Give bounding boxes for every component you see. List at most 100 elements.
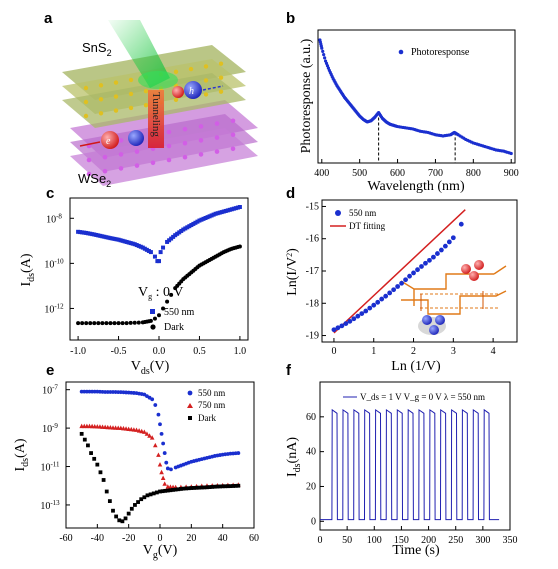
chart-e-point-2	[126, 511, 131, 516]
chart-c-point-1	[165, 299, 170, 304]
chart-d-point	[427, 257, 432, 263]
chart-c-point-0	[138, 244, 143, 249]
chart-e-point-0	[153, 403, 158, 407]
chart-c-point-0	[152, 254, 157, 259]
chart-c-point-0	[142, 246, 147, 251]
light-beam	[108, 20, 170, 88]
chart-c-point-1	[136, 320, 141, 325]
chart-e-xlabel: Vg(V)	[143, 543, 178, 561]
chart-e-xtick-label: -20	[122, 533, 135, 544]
chart-d: 0 1 2 3 4 -19 -18 -17 -16 -15 550 nm DT fitting L…	[285, 199, 518, 374]
chart-e-point-0	[165, 466, 170, 471]
chart-d-point	[419, 264, 424, 269]
chart-c-point-1	[124, 321, 129, 326]
chart-d-ytick-label: -17	[306, 266, 319, 277]
chart-e-point-2	[123, 516, 128, 521]
chart-e-legend-750: 750 nm	[198, 400, 225, 410]
sns2-atom	[203, 64, 209, 69]
chart-e-point-1	[134, 427, 139, 432]
chart-c-point-1	[157, 313, 161, 318]
chart-e-point-2	[220, 484, 225, 489]
schematic-heterostructure: Tunneling h e SnS2 WSe2	[62, 20, 258, 189]
wse2-atom	[182, 126, 188, 132]
chart-e-point-0	[159, 431, 164, 436]
chart-e-point-2	[104, 489, 109, 494]
chart-d-point	[438, 247, 444, 253]
chart-c-point-1	[116, 321, 121, 326]
chart-e-point-2	[101, 478, 106, 482]
chart-e-point-2	[173, 487, 178, 492]
wse2-atom	[166, 143, 172, 149]
chart-c-point-0	[221, 209, 226, 214]
chart-e-point-1	[139, 428, 145, 434]
chart-c-xtick-label: -1.0	[70, 346, 86, 357]
chart-c-point-0	[114, 237, 119, 242]
chart-c-xtick-label: -0.5	[111, 346, 127, 357]
chart-c-point-0	[100, 234, 105, 239]
chart-f-frame	[319, 381, 511, 531]
chart-c-annotation: Vg : 0 V	[138, 285, 183, 301]
chart-d-point	[399, 280, 404, 286]
chart-d-xtick-label: 3	[451, 346, 456, 357]
sns2-atom	[113, 94, 119, 99]
chart-e-ytick-label: 10-11	[40, 461, 60, 474]
chart-c-point-0	[195, 219, 200, 224]
chart-b-point	[322, 53, 326, 57]
chart-e-point-2	[168, 488, 173, 493]
wse2-atom	[150, 160, 156, 166]
chart-c-xlabel: Vds(V)	[131, 359, 170, 377]
chart-c-point-0	[237, 205, 242, 210]
wse2-label: WSe2	[78, 171, 111, 189]
chart-d-point	[355, 313, 361, 319]
chart-e-point-2	[158, 489, 162, 494]
chart-d-point	[343, 321, 349, 327]
chart-e-point-2	[210, 484, 215, 489]
chart-b-xtick-label: 600	[390, 168, 405, 179]
chart-e-point-2	[86, 443, 90, 448]
chart-c-point-0	[78, 230, 83, 235]
chart-c-point-1	[132, 320, 137, 325]
wse2-atom	[86, 171, 92, 177]
chart-b-xtick-label: 700	[428, 168, 443, 179]
chart-f-xtick-label: 100	[367, 535, 382, 546]
chart-e-point-0	[87, 389, 92, 394]
chart-e-point-2	[82, 437, 87, 442]
chart-c: -1.0 -0.5 0.0 0.5 1.0 10-12 10-10 10-8 Vg : 0 V…	[19, 197, 249, 377]
chart-e-point-2	[154, 490, 159, 495]
chart-e-point-2	[98, 470, 103, 475]
wse2-atom	[230, 132, 236, 138]
chart-e-point-2	[117, 518, 122, 523]
electron-label: e	[106, 136, 111, 147]
chart-d-point	[450, 235, 456, 241]
chart-d-legend-marker	[335, 210, 341, 216]
chart-d-point	[363, 308, 369, 314]
chart-c-point-0	[201, 216, 206, 221]
chart-e-point-2	[151, 491, 156, 496]
sns2-atom	[218, 61, 224, 66]
sns2-atom	[113, 80, 119, 85]
chart-e-point-1	[159, 469, 164, 475]
chart-f-xtick-label: 50	[342, 535, 352, 546]
chart-c-point-0	[233, 206, 238, 211]
chart-f-xtick-label: 0	[318, 535, 323, 546]
chart-e-point-0	[84, 389, 89, 394]
wse2-atom	[230, 146, 236, 152]
chart-e-point-2	[184, 486, 189, 491]
chart-e-point-1	[157, 462, 163, 467]
chart-e-point-1	[156, 452, 161, 457]
chart-d-point	[371, 302, 377, 308]
chart-c-point-0	[98, 233, 103, 238]
chart-d-point	[446, 239, 452, 245]
chart-e-point-1	[142, 429, 147, 434]
chart-e-xtick-label: 0	[158, 533, 163, 544]
chart-e-point-2	[181, 486, 186, 491]
chart-e-point-2	[189, 486, 194, 490]
chart-f-ytick-label: 60	[306, 412, 316, 423]
chart-e-point-0	[162, 451, 167, 455]
chart-e-point-1	[149, 435, 155, 440]
chart-c-point-0	[136, 243, 141, 248]
wse2-atom	[214, 121, 220, 126]
chart-e-point-2	[95, 462, 100, 467]
chart-c-point-0	[82, 230, 87, 235]
chart-e-point-0	[169, 467, 173, 472]
